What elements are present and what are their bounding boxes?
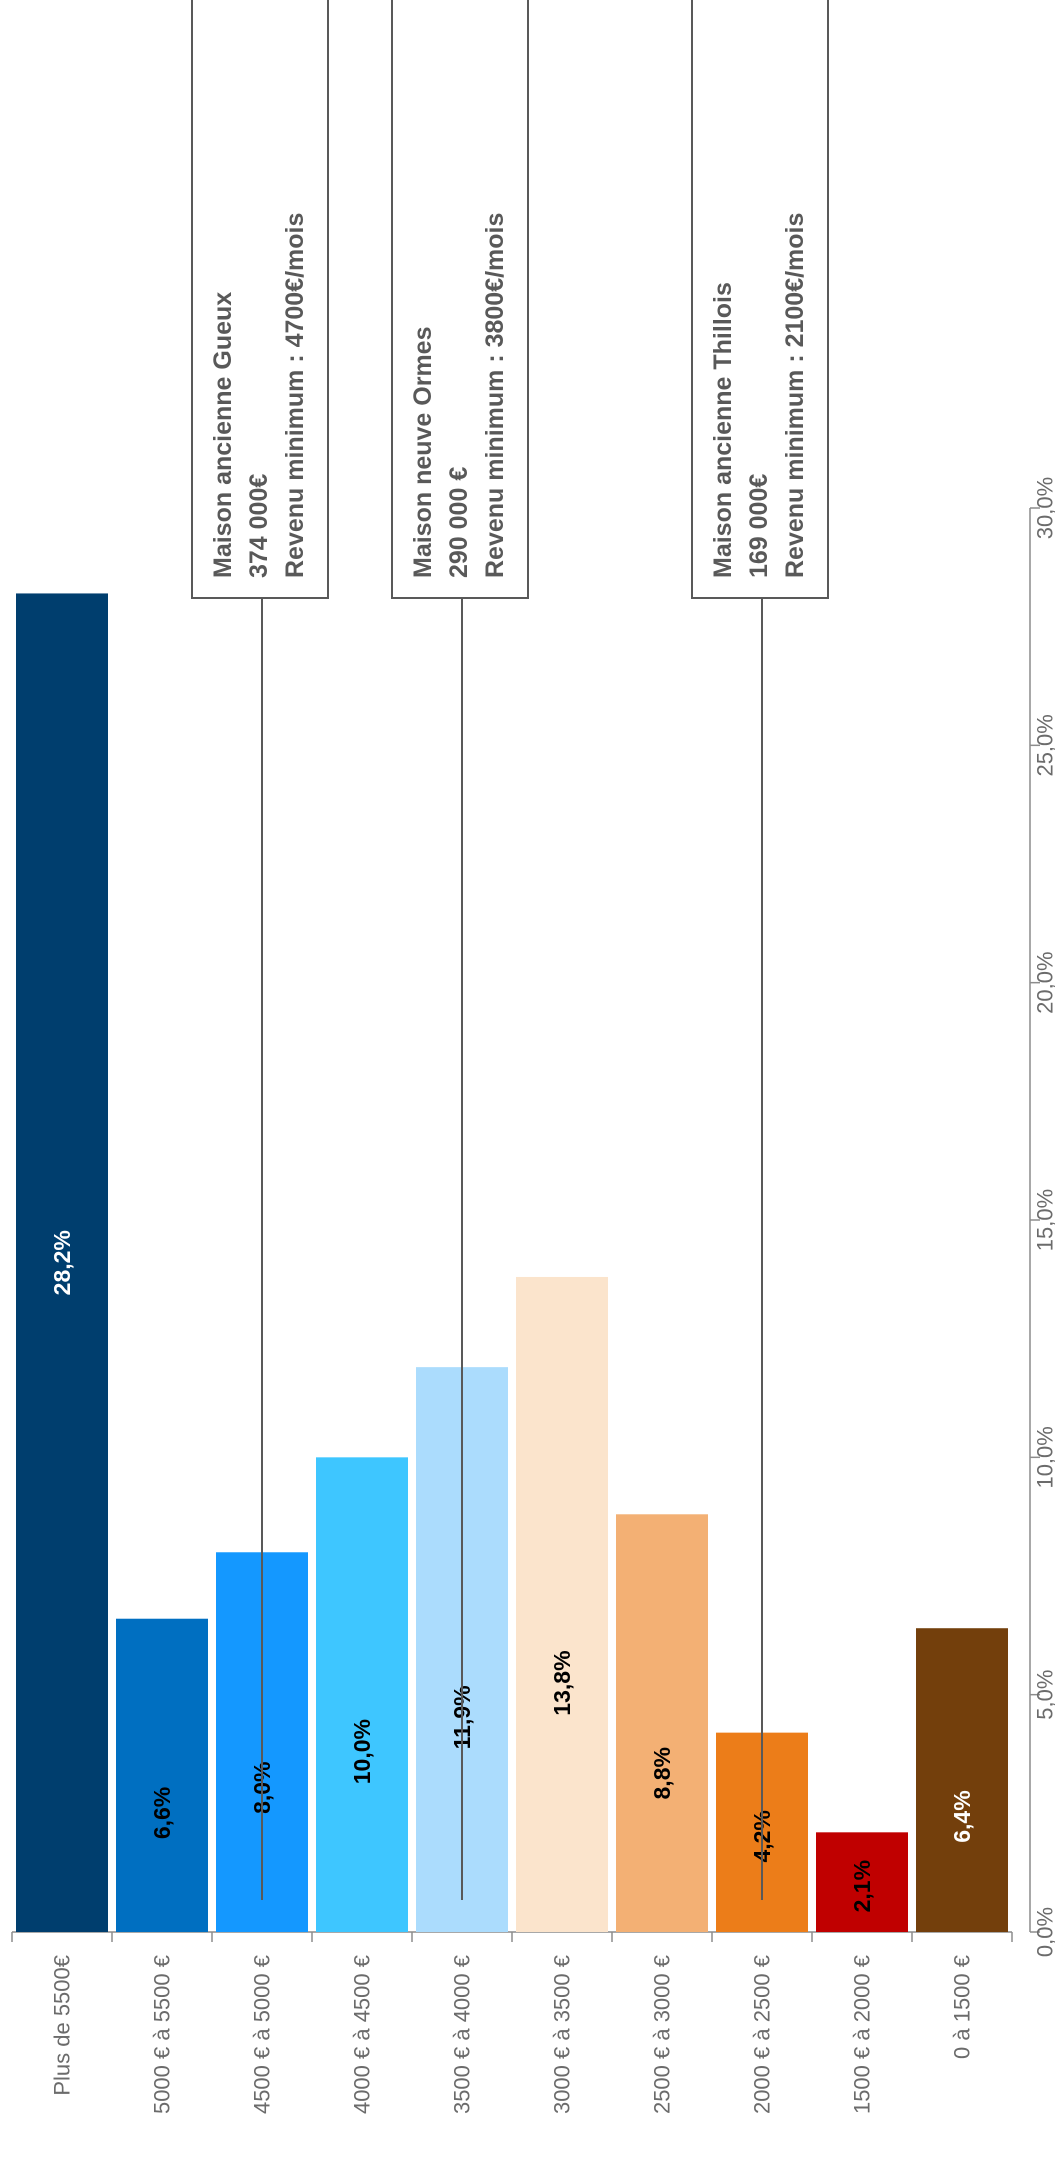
category-label: 2500 € à 3000 € [650,1955,675,2114]
value-tick-label: 20,0% [1033,951,1055,1013]
annotation-text: Maison ancienne Gueux [209,292,237,578]
annotation-text: 374 000€ [245,474,273,578]
annotation-text: Maison neuve Ormes [409,327,437,578]
annotation-text: 290 000 € [445,467,473,578]
data-label: 8,8% [649,1747,675,1799]
category-label: 2000 € à 2500 € [750,1955,775,2114]
annotation-text: Revenu minimum : 4700€/mois [281,213,309,578]
value-tick-label: 0,0% [1033,1907,1055,1957]
data-label: 10,0% [349,1719,375,1784]
category-label: 3000 € à 3500 € [550,1955,575,2114]
bar [116,1618,208,1932]
data-label: 6,4% [949,1790,975,1842]
bar [316,1457,408,1932]
category-label: 3500 € à 4000 € [450,1955,475,2114]
annotation-text: Revenu minimum : 3800€/mois [481,213,509,578]
plot-area: 0,0% 5,0% 10,0% 15,0% 20,0% 25,0% 30,0% Plus de… [11,0,1055,2114]
annotation-text: Maison ancienne Thillois [709,282,737,578]
value-tick-label: 15,0% [1033,1189,1055,1251]
annotation-text: 169 000€ [745,474,773,578]
category-label: 1500 € à 2000 € [850,1955,875,2114]
value-tick-label: 25,0% [1033,714,1055,776]
value-tick-label: 30,0% [1033,477,1055,539]
category-label: Plus de 5500€ [50,1955,75,2096]
value-tick-label: 5,0% [1033,1670,1055,1720]
bar [16,593,108,1933]
annotation-box [691,0,829,599]
annotation-text: Revenu minimum : 2100€/mois [781,213,809,578]
annotation-box [391,0,529,599]
bar [916,1628,1008,1932]
category-label: 4500 € à 5000 € [250,1955,275,2114]
data-label: 2,1% [849,1860,875,1912]
bar [516,1276,608,1932]
annotation-box [191,0,329,599]
data-label: 28,2% [49,1230,75,1295]
category-label: 5000 € à 5500 € [150,1955,175,2114]
data-label: 13,8% [549,1650,575,1715]
bar [616,1514,708,1932]
category-label: 0 à 1500 € [950,1955,975,2059]
value-tick-label: 10,0% [1033,1426,1055,1488]
category-label: 4000 € à 4500 € [350,1955,375,2114]
bar [816,1832,908,1932]
data-label: 6,6% [149,1787,175,1839]
